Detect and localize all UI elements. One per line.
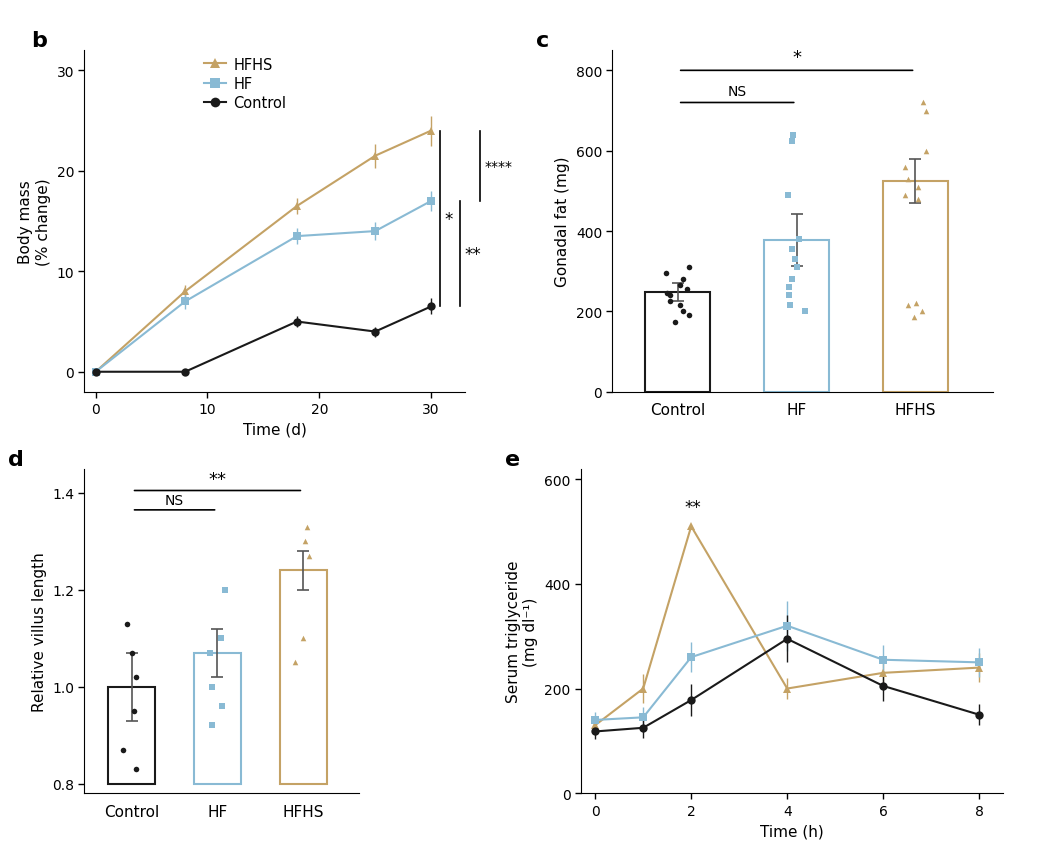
Point (796, 305, 813, 319)
Y-axis label: Gonadal fat (mg): Gonadal fat (mg) (555, 157, 570, 287)
Point (789, 261, 806, 275)
Point (899, 173, 916, 187)
Bar (280, 571, 327, 784)
Text: NS: NS (165, 493, 184, 508)
Bar (763, 241, 829, 392)
Point (204, 719, 221, 733)
Point (115, 743, 132, 757)
Point (126, 705, 143, 718)
Point (909, 181, 926, 194)
Text: b: b (32, 31, 48, 50)
Point (784, 273, 800, 287)
Point (661, 295, 678, 309)
Point (680, 261, 697, 275)
Point (128, 670, 145, 684)
Legend: HFHS, HF, Control: HFHS, HF, Control (199, 52, 293, 117)
Point (124, 647, 140, 660)
Point (658, 267, 675, 281)
Point (784, 135, 800, 148)
Point (914, 96, 931, 110)
Point (780, 281, 797, 295)
Text: NS: NS (728, 84, 747, 99)
Y-axis label: Body mass
(% change): Body mass (% change) (19, 178, 51, 265)
Point (900, 299, 917, 313)
Point (791, 233, 808, 247)
Point (678, 283, 695, 297)
Point (672, 279, 689, 293)
Text: ****: **** (485, 160, 513, 173)
Bar (108, 687, 155, 784)
Point (897, 160, 913, 174)
Point (300, 549, 317, 563)
Point (202, 647, 219, 660)
Point (128, 763, 145, 776)
Bar (883, 182, 948, 392)
Point (780, 289, 797, 303)
Point (785, 129, 802, 142)
Text: e: e (505, 450, 520, 470)
Point (297, 535, 314, 548)
Point (204, 680, 221, 693)
Point (661, 289, 678, 303)
Point (779, 189, 796, 202)
Y-axis label: Relative villus length: Relative villus length (32, 551, 46, 711)
Point (213, 699, 230, 713)
Point (918, 105, 935, 119)
Point (295, 632, 312, 646)
Text: **: ** (465, 246, 482, 264)
Text: *: * (445, 211, 453, 229)
Point (659, 287, 676, 301)
Point (897, 189, 913, 202)
Point (913, 305, 930, 319)
Point (787, 253, 804, 267)
Point (675, 273, 692, 287)
Text: **: ** (684, 498, 701, 516)
Bar (645, 293, 711, 392)
X-axis label: Time (d): Time (d) (243, 422, 306, 438)
Text: **: ** (208, 470, 226, 488)
Point (672, 299, 689, 313)
Point (781, 299, 798, 313)
X-axis label: Time (h): Time (h) (760, 823, 824, 838)
Point (118, 617, 135, 630)
Point (680, 310, 697, 323)
Point (299, 520, 316, 534)
Bar (194, 653, 241, 784)
Point (216, 583, 233, 597)
Point (907, 297, 924, 310)
Point (784, 243, 800, 257)
Text: d: d (7, 450, 23, 470)
Point (906, 311, 923, 325)
Text: c: c (536, 31, 550, 50)
Point (212, 632, 229, 646)
Y-axis label: Serum triglyceride
(mg dl⁻¹): Serum triglyceride (mg dl⁻¹) (506, 560, 539, 702)
Text: *: * (792, 49, 802, 67)
Point (918, 145, 935, 159)
Point (675, 305, 692, 319)
Point (909, 193, 926, 206)
Point (666, 316, 683, 329)
Point (286, 656, 303, 670)
